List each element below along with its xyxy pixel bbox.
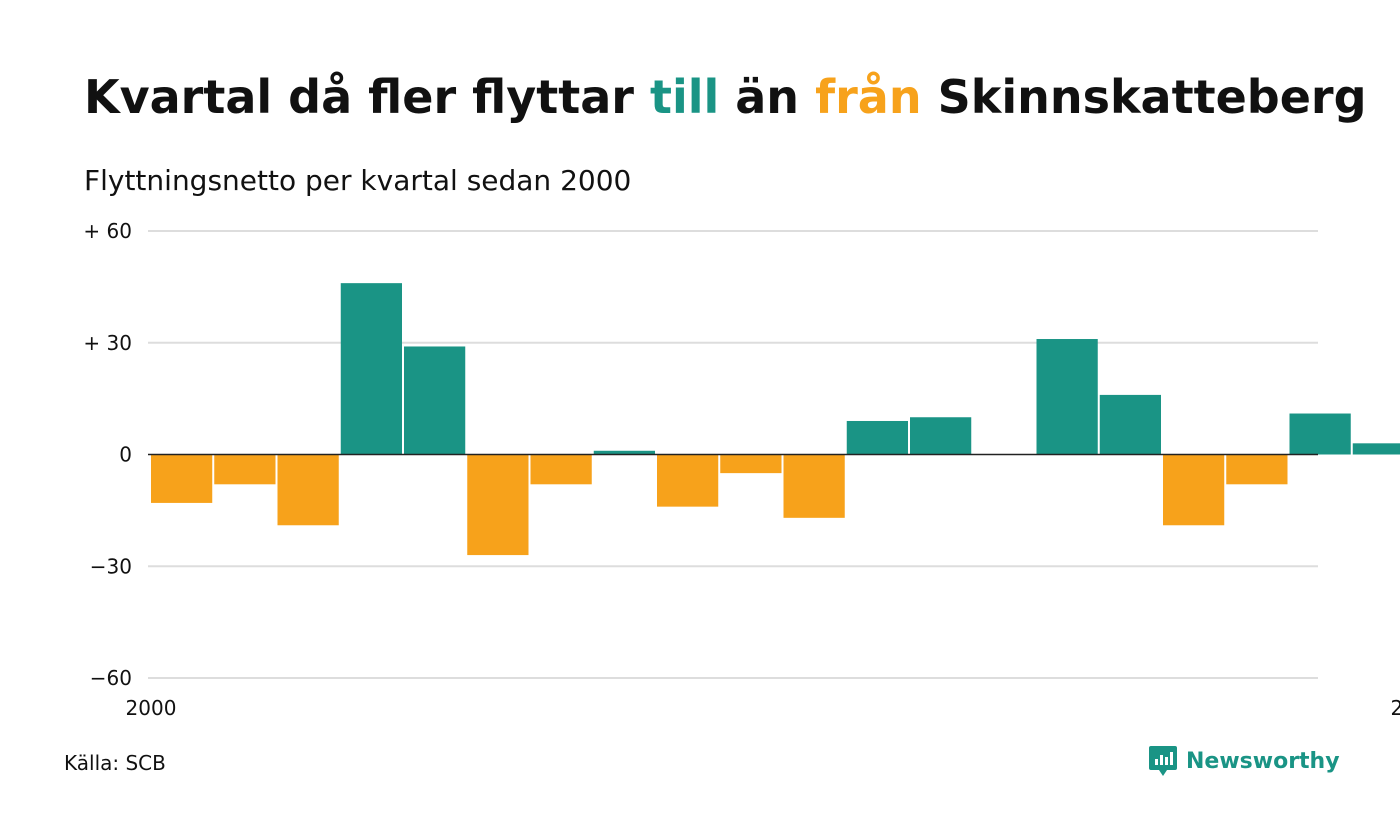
title-part-2: än <box>719 70 816 124</box>
source-label: Källa: SCB <box>64 751 166 775</box>
bar <box>277 454 339 526</box>
bar <box>467 454 529 556</box>
newsworthy-logo-icon <box>1149 746 1177 776</box>
bar <box>1099 394 1161 455</box>
bar <box>340 283 402 455</box>
bar <box>657 454 719 507</box>
bar <box>1163 454 1225 526</box>
title-positive-word: till <box>649 70 720 124</box>
title-part-1: Kvartal då fler flyttar <box>84 70 650 124</box>
x-tick-label: 2005 <box>1391 696 1400 720</box>
x-axis-ticks: 20002005201020152020 <box>126 696 1400 720</box>
bars <box>151 283 1400 556</box>
bar <box>151 454 213 503</box>
bar <box>720 454 782 474</box>
title-negative-word: från <box>815 70 922 124</box>
y-tick-label: + 30 <box>83 331 132 355</box>
bar <box>1036 339 1098 455</box>
bar <box>404 346 466 455</box>
bar <box>1289 413 1351 455</box>
y-tick-label: 0 <box>119 443 132 467</box>
chart-subtitle: Flyttningsnetto per kvartal sedan 2000 <box>84 164 632 197</box>
bar <box>783 454 845 518</box>
brand-logo[interactable]: Newsworthy <box>1148 744 1340 778</box>
y-tick-label: −30 <box>90 554 132 578</box>
bar <box>214 454 276 485</box>
bar <box>530 454 592 485</box>
grid-lines <box>148 230 1318 679</box>
y-tick-label: + 60 <box>83 219 132 243</box>
y-axis-ticks: + 60 + 30 0 −30 −60 <box>83 219 132 690</box>
bar <box>593 450 655 455</box>
bar <box>910 417 972 455</box>
bar <box>1352 443 1400 455</box>
chart-title: Kvartal då fler flyttar till än från Ski… <box>84 70 1367 124</box>
y-tick-label: −60 <box>90 666 132 690</box>
brand-name: Newsworthy <box>1186 748 1340 774</box>
title-part-3: Skinnskatteberg <box>921 70 1367 124</box>
bar <box>1226 454 1288 485</box>
x-tick-label: 2000 <box>126 696 177 720</box>
bar <box>846 420 908 455</box>
